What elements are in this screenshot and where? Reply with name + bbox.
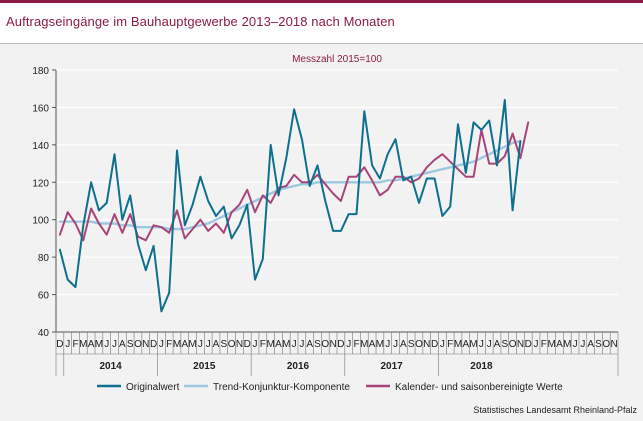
legend-label: Kalender- und saisonbereinigte Werte [395, 382, 563, 393]
x-month-label: M [454, 339, 462, 350]
x-month-label: M [360, 339, 368, 350]
y-tick-label: 120 [32, 178, 49, 189]
x-month-label: J [299, 339, 304, 350]
x-month-label: O [509, 339, 517, 350]
x-month-label: F [166, 339, 172, 350]
x-month-label: A [556, 339, 563, 350]
x-year-label: 2014 [100, 361, 123, 372]
x-month-label: A [369, 339, 376, 350]
x-month-label: M [282, 339, 290, 350]
x-month-label: J [440, 339, 445, 350]
x-month-label: S [408, 339, 415, 350]
x-month-label: S [595, 339, 602, 350]
x-month-label: S [220, 339, 227, 350]
x-month-label: D [244, 339, 251, 350]
y-tick-label: 140 [32, 141, 49, 152]
series-line-3 [58, 121, 530, 242]
x-month-label: N [329, 339, 336, 350]
x-month-label: S [127, 339, 134, 350]
source-note: Statistisches Landesamt Rheinland-Pfalz [473, 405, 637, 415]
x-year-label: 2016 [287, 361, 310, 372]
x-month-label: N [610, 339, 617, 350]
y-tick-label: 40 [38, 328, 50, 339]
x-month-label: N [517, 339, 524, 350]
x-month-label: O [321, 339, 329, 350]
x-month-label: J [487, 339, 492, 350]
x-year-label: 2017 [381, 361, 404, 372]
y-tick-label: 160 [32, 103, 49, 114]
x-month-label: A [462, 339, 469, 350]
x-month-label: A [213, 339, 220, 350]
x-month-label: J [346, 339, 351, 350]
x-month-label: A [494, 339, 501, 350]
x-month-label: A [119, 339, 126, 350]
x-year-label: 2018 [470, 361, 493, 372]
x-month-label: M [563, 339, 571, 350]
title-bar: Auftragseingänge im Bauhauptgewerbe 2013… [0, 0, 643, 44]
x-month-label: D [150, 339, 157, 350]
x-month-label: A [181, 339, 188, 350]
chart-subtitle: Messzahl 2015=100 [292, 54, 382, 65]
x-month-label: J [65, 339, 70, 350]
x-month-label: A [587, 339, 594, 350]
x-month-label: D [337, 339, 344, 350]
x-month-label: N [423, 339, 430, 350]
x-month-label: F [260, 339, 266, 350]
y-tick-label: 60 [38, 291, 50, 302]
x-month-label: A [88, 339, 95, 350]
x-month-label: O [602, 339, 610, 350]
x-month-label: A [275, 339, 282, 350]
x-month-label: J [253, 339, 258, 350]
series-line-1 [58, 98, 522, 313]
x-month-label: M [95, 339, 103, 350]
x-year-label: 2015 [193, 361, 216, 372]
y-tick-label: 100 [32, 216, 49, 227]
chart-title: Auftragseingänge im Bauhauptgewerbe 2013… [6, 14, 395, 29]
x-month-label: F [72, 339, 78, 350]
x-month-label: J [112, 339, 117, 350]
x-month-label: N [236, 339, 243, 350]
x-month-label: M [469, 339, 477, 350]
y-tick-label: 80 [38, 253, 50, 264]
x-month-label: M [376, 339, 384, 350]
x-month-label: O [134, 339, 142, 350]
x-month-label: O [415, 339, 423, 350]
x-month-label: J [580, 339, 585, 350]
x-month-label: A [400, 339, 407, 350]
x-month-label: J [393, 339, 398, 350]
x-month-label: S [501, 339, 508, 350]
x-month-label: F [353, 339, 359, 350]
x-month-label: J [206, 339, 211, 350]
x-month-label: O [228, 339, 236, 350]
x-month-label: M [188, 339, 196, 350]
x-month-label: D [525, 339, 532, 350]
x-month-label: D [56, 339, 63, 350]
x-month-label: A [306, 339, 313, 350]
legend-label: Originalwert [126, 382, 180, 393]
x-month-label: J [573, 339, 578, 350]
x-month-label: M [79, 339, 87, 350]
x-month-label: J [534, 339, 539, 350]
x-month-label: F [541, 339, 547, 350]
x-month-label: J [479, 339, 484, 350]
x-month-label: J [198, 339, 203, 350]
x-month-label: M [173, 339, 181, 350]
x-month-label: J [292, 339, 297, 350]
x-month-label: M [266, 339, 274, 350]
y-tick-label: 180 [32, 66, 49, 77]
legend-label: Trend-Konjunktur-Komponente [213, 382, 350, 393]
series-line-2 [58, 139, 522, 231]
x-month-label: S [314, 339, 321, 350]
x-month-label: F [447, 339, 453, 350]
x-month-label: D [431, 339, 438, 350]
x-month-label: J [104, 339, 109, 350]
x-month-label: N [142, 339, 149, 350]
x-month-label: J [385, 339, 390, 350]
x-month-label: M [547, 339, 555, 350]
x-month-label: J [159, 339, 164, 350]
